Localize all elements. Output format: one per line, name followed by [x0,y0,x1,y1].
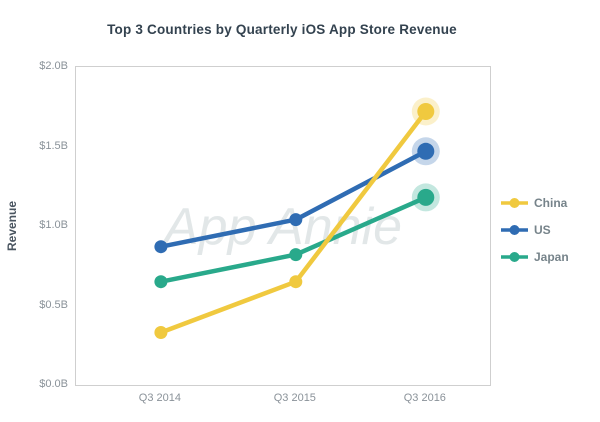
y-tick: $0.5B [39,298,68,311]
x-label: Q3 2016 [403,392,446,404]
legend-label: Japan [534,250,569,264]
legend-marker-icon [501,252,528,262]
legend-label: US [534,223,551,237]
line-chart-plot-area: App Annie [75,66,491,386]
legend-label: China [534,196,568,210]
svg-text:App Annie: App Annie [161,198,402,256]
y-tick: $1.5B [39,139,68,152]
y-tick: $0.0B [39,378,68,390]
legend-item-japan[interactable]: Japan [501,250,569,264]
y-tick: $1.0B [39,219,68,231]
x-label: Q3 2014 [138,392,181,404]
x-label: Q3 2015 [273,392,316,404]
y-tick: $2.0B [39,60,68,72]
legend-marker-icon [501,225,528,235]
chart-title: Top 3 Countries by Quarterly iOS App Sto… [107,22,457,37]
legend-item-us[interactable]: US [501,223,569,237]
chart-legend: China US Japan [501,196,569,264]
legend-item-china[interactable]: China [501,196,569,210]
legend-marker-icon [501,198,528,208]
